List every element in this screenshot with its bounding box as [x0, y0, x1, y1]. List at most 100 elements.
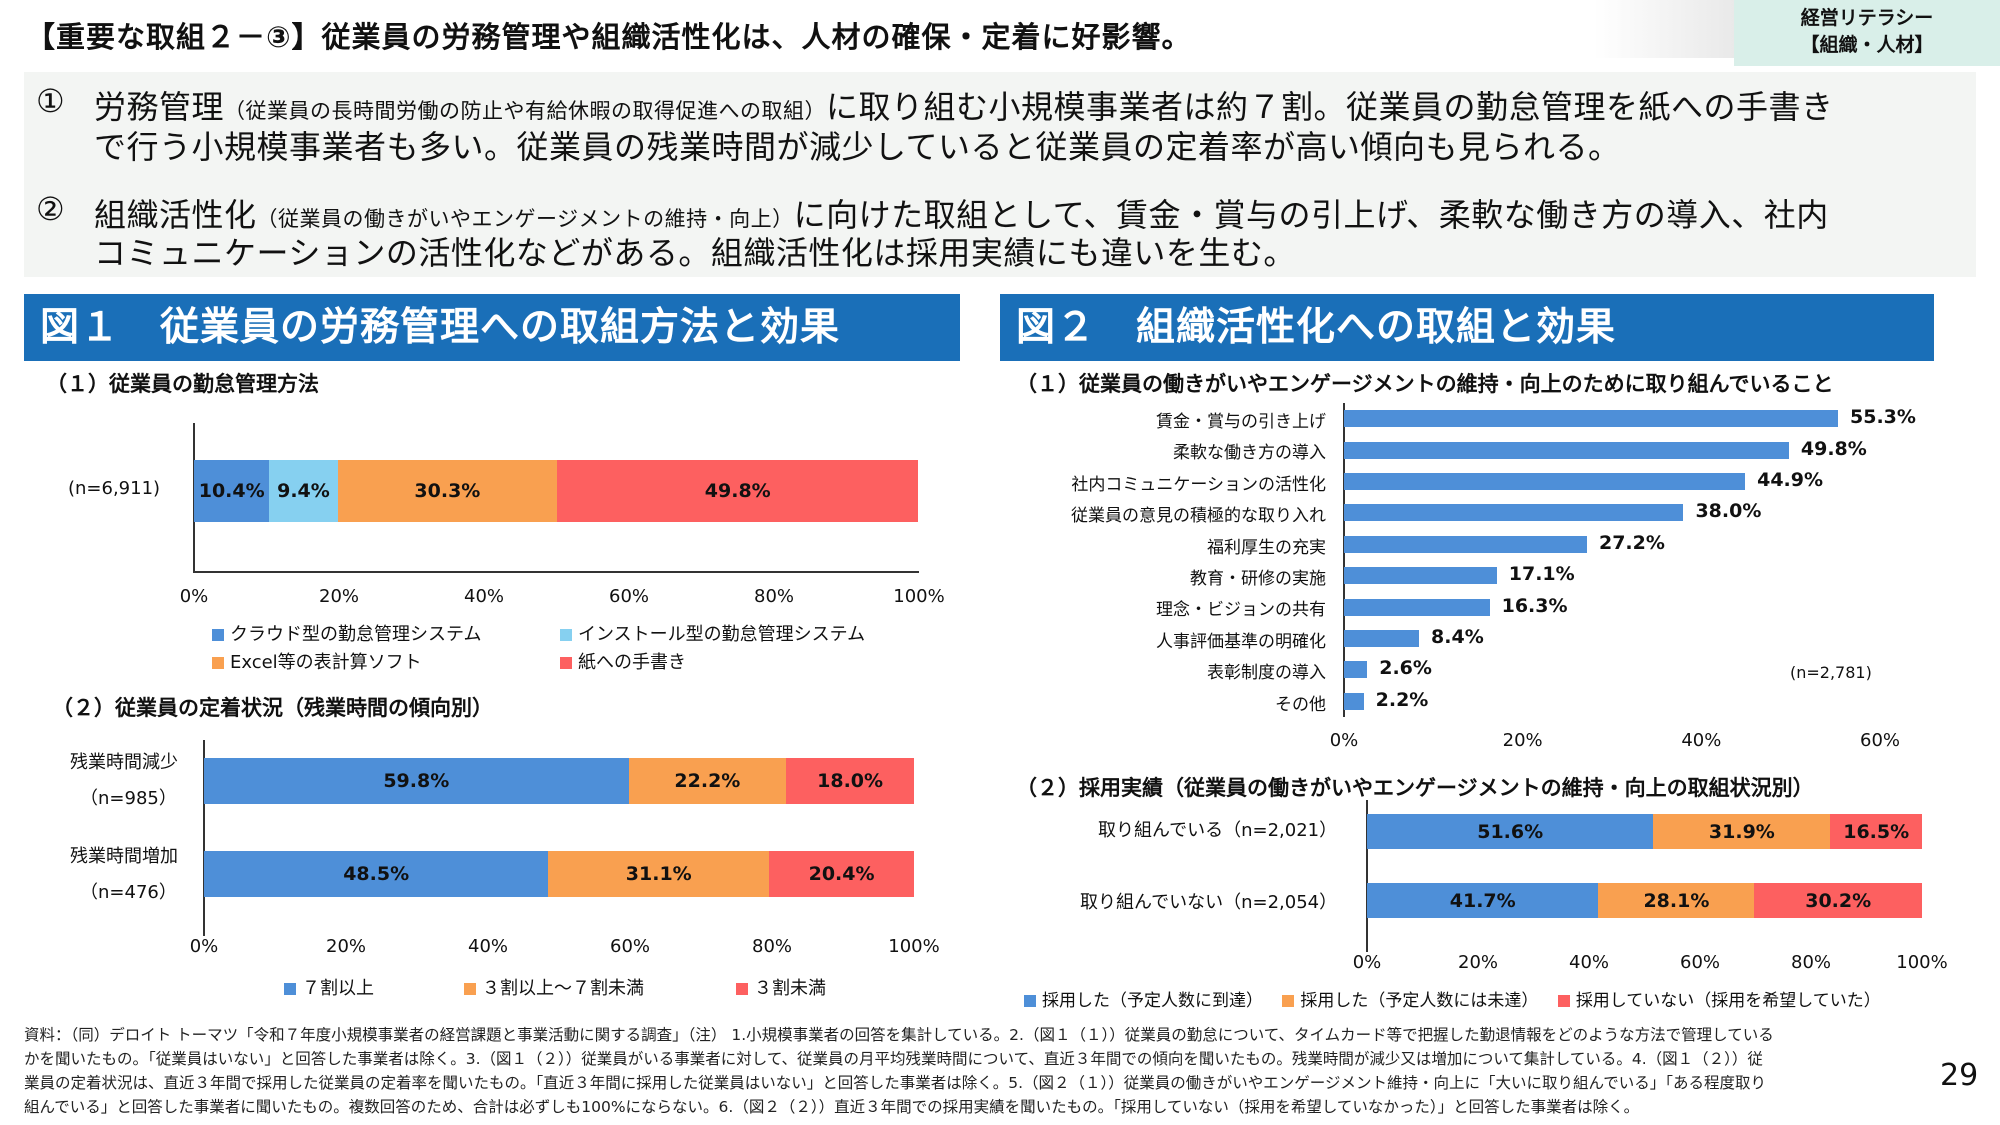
- tick-label: 0%: [1352, 952, 1382, 973]
- fig1-c1-bars: 10.4% 9.4% 30.3% 49.8%: [194, 460, 919, 522]
- page-title: 【重要な取組２－③】従業員の労務管理や組織活性化は、人材の確保・定着に好影響。: [26, 20, 1192, 54]
- fig1-c2-xticks: 0% 20% 40% 60% 80% 100%: [190, 936, 940, 960]
- data-label: 2.6%: [1379, 657, 1432, 680]
- summary-p2-number: ②: [36, 190, 66, 228]
- data-label: 38.0%: [1695, 500, 1762, 523]
- data-label: 8.4%: [1431, 626, 1484, 648]
- legend-swatch: [212, 629, 224, 641]
- legend-label: クラウド型の勤怠管理システム: [230, 624, 482, 645]
- summary-p1-paren: （従業員の長時間労働の防止や有給休暇の取得促進への取組）: [224, 99, 827, 123]
- fig1-c1-xticks: 0% 20% 40% 60% 80% 100%: [180, 586, 945, 610]
- bar: [1344, 630, 1420, 647]
- bar: [1344, 598, 1490, 616]
- bar-segment: 10.4%: [194, 460, 270, 522]
- summary-p2-paren: （従業員の働きがいやエンゲージメントの維持・向上）: [256, 207, 794, 231]
- legend-swatch: [560, 657, 572, 669]
- legend-swatch: [736, 983, 748, 995]
- bar-segment: 31.1%: [548, 851, 770, 897]
- fig1-c1-xaxis: [193, 571, 919, 573]
- data-label: 16.3%: [1501, 594, 1568, 617]
- bar-segment: 59.8%: [204, 758, 629, 804]
- footnote-line: 組んでいる」と回答した事業者に聞いたもの。複数回答のため、合計は必ずしも100%…: [24, 1098, 1640, 1116]
- bar: [1344, 692, 1364, 710]
- tick-label: 40%: [1568, 952, 1610, 973]
- fig2-c1-n: (n=2,781): [1790, 663, 1872, 682]
- legend-swatch: [560, 629, 572, 641]
- bar: [1344, 535, 1587, 553]
- fig2-c1-yaxis: [1343, 403, 1345, 717]
- fig2-sub1: （１）従業員の働きがいやエンゲージメントの維持・向上のために取り組んでいること: [1016, 372, 1834, 396]
- data-label: 2.2%: [1375, 688, 1429, 711]
- summary-p1-number: ①: [36, 82, 66, 120]
- fig1-c2-row1: 59.8% 22.2% 18.0%: [204, 758, 914, 804]
- summary-p2-term: 組織活性化: [94, 196, 257, 234]
- fig2-c1-bars: 55.3% 49.8% 44.9% 38.0% 27.2% 17.1% 16.3% 8.4% 2…: [1344, 403, 1916, 717]
- category-label: 柔軟な働き方の導入: [1173, 443, 1326, 464]
- category-tag: 経営リテラシー 【組織・人材】: [1734, 0, 2000, 66]
- bar-segment: 9.4%: [269, 460, 338, 522]
- tick-label: 40%: [467, 936, 509, 957]
- fig1-c2-legend-3: ３割未満: [736, 974, 826, 1000]
- tick-label: 20%: [1502, 730, 1543, 751]
- summary-p2-line2: コミュニケーションの活性化などがある。組織活性化は採用実績にも違いを生む。: [94, 234, 1296, 272]
- legend-swatch: [1282, 995, 1295, 1007]
- summary-p1-line2: で行う小規模事業者も多い。従業員の残業時間が減少していると従業員の定着率が高い傾…: [94, 128, 1621, 166]
- summary-p1-line1: 労務管理（従業員の長時間労働の防止や有給休暇の取得促進への取組）に取り組む小規模…: [94, 82, 1834, 128]
- tick-label: 100%: [888, 936, 940, 957]
- data-label: 17.1%: [1508, 563, 1575, 586]
- legend-label: 採用した（予定人数に到達）: [1042, 991, 1263, 1011]
- tick-label: 0%: [189, 936, 219, 957]
- summary-p1-text: に取り組む小規模事業者は約７割。従業員の勤怠管理を紙への手書き: [826, 88, 1834, 126]
- tick-label: 60%: [1679, 952, 1721, 973]
- fig2-c1-xticks: 0% 20% 40% 60%: [1330, 730, 1900, 754]
- fig2-c2-cat2: 取り組んでいない（n=2,054）: [1080, 892, 1338, 913]
- tick-label: 60%: [1859, 730, 1901, 751]
- fig2-c2-cat1: 取り組んでいる（n=2,021）: [1098, 820, 1338, 841]
- bar-segment: 20.4%: [769, 851, 914, 897]
- category-label: 福利厚生の充実: [1207, 537, 1326, 558]
- legend-label: 紙への手書き: [578, 652, 686, 673]
- tick-label: 20%: [1457, 952, 1499, 973]
- fig2-c2-legend: 採用した（予定人数に到達） 採用した（予定人数には未達） 採用していない（採用を…: [1024, 986, 1881, 1011]
- bar-segment: 31.9%: [1653, 814, 1831, 849]
- bar-segment: 28.1%: [1598, 883, 1755, 918]
- fig2-c2-xticks: 0% 20% 40% 60% 80% 100%: [1353, 952, 1948, 976]
- data-label: 49.8%: [1800, 437, 1867, 460]
- fig1-c2-legend-2: ３割以上～７割未満: [464, 974, 644, 1000]
- tick-label: 80%: [753, 586, 795, 607]
- fig2-c2-row1: 51.6% 31.9% 16.5%: [1367, 814, 1922, 849]
- fig1-heading: 図１ 従業員の労務管理への取組方法と効果: [24, 294, 960, 361]
- bar-segment: 41.7%: [1367, 883, 1599, 918]
- tick-label: 0%: [1329, 730, 1359, 751]
- fig1-c2-row2: 48.5% 31.1% 20.4%: [204, 851, 914, 897]
- tick-label: 60%: [608, 586, 650, 607]
- fig1-c1-legend-2: インストール型の勤怠管理システム: [560, 620, 865, 646]
- tick-label: 80%: [1790, 952, 1832, 973]
- bar: [1344, 441, 1789, 459]
- tick-label: 100%: [1896, 952, 1948, 973]
- category-label: 表彰制度の導入: [1207, 663, 1326, 684]
- tag-fade: [1594, 0, 1734, 58]
- legend-swatch: [464, 983, 476, 995]
- legend-label: ７割以上: [302, 978, 374, 999]
- fig1-sub1: （１）従業員の勤怠管理方法: [46, 372, 319, 396]
- fig1-c2-cat1-n: （n=985）: [80, 788, 177, 809]
- legend-swatch: [1024, 995, 1036, 1007]
- footnote-line: かを聞いたもの。「従業員はいない」と回答した事業者は除く。3.（図１（２））従業…: [24, 1050, 1763, 1068]
- fig1-c1-n: (n=6,911): [68, 478, 161, 499]
- category-label: 理念・ビジョンの共有: [1156, 600, 1326, 621]
- tick-label: 80%: [751, 936, 793, 957]
- tick-label: 20%: [318, 586, 360, 607]
- bar-segment: 30.3%: [337, 460, 558, 522]
- legend-label: Excel等の表計算ソフト: [230, 652, 422, 673]
- bar-segment: 49.8%: [557, 460, 919, 522]
- bar: [1344, 473, 1746, 490]
- fig1-sub2: （２）従業員の定着状況（残業時間の傾向別）: [52, 696, 493, 720]
- category-label: 賃金・賞与の引き上げ: [1156, 412, 1326, 432]
- bar-segment: 22.2%: [628, 758, 787, 804]
- legend-label: ３割以上～７割未満: [482, 978, 644, 999]
- fig1-c2-legend-1: ７割以上: [284, 974, 374, 1000]
- tick-label: 40%: [463, 586, 505, 607]
- legend-swatch: [1557, 995, 1570, 1007]
- bar: [1344, 410, 1838, 428]
